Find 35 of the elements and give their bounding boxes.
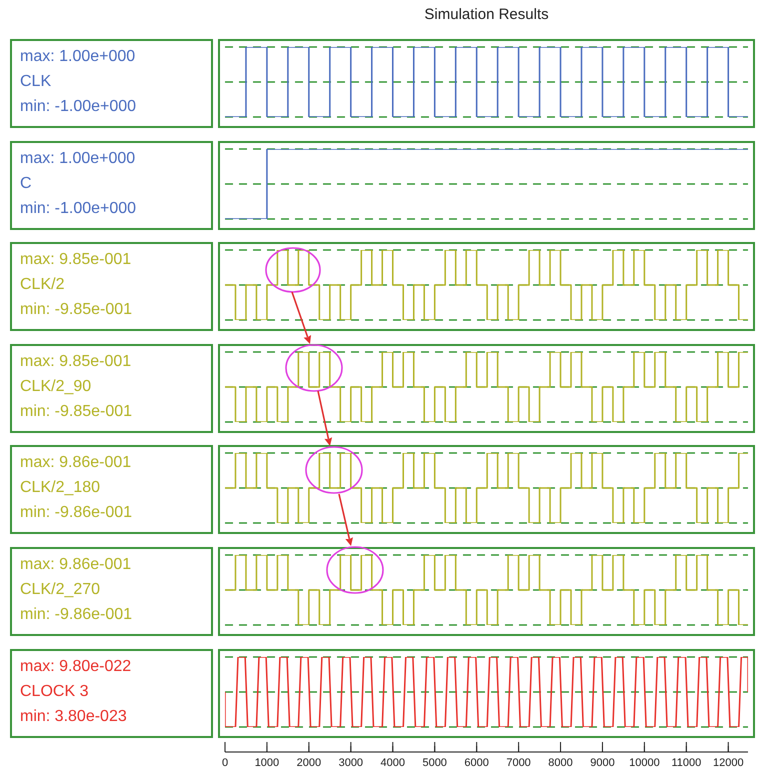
text: CLK — [20, 72, 52, 92]
x-tick-label: 9000 — [590, 756, 615, 769]
text: CLK/2_90 — [20, 376, 92, 397]
x-tick-label: 7000 — [506, 756, 531, 769]
text: max: 1.00e+000 — [20, 47, 136, 67]
text: CLK/2 — [20, 275, 66, 296]
x-tick-label: 4000 — [380, 756, 406, 769]
x-tick-label: 0 — [222, 756, 228, 769]
text: CLK/2_270 — [20, 580, 102, 600]
text: C — [20, 174, 33, 194]
text: CLOCK 3 — [20, 682, 90, 702]
text: max: 9.80e-022 — [20, 656, 132, 677]
x-tick-label: 12000 — [712, 756, 744, 769]
text: max: 9.85e-001 — [20, 250, 132, 270]
x-tick-label: 10000 — [629, 756, 660, 769]
text: max: 1.00e+000 — [20, 148, 136, 169]
text: min: 3.80e-023 — [20, 706, 128, 727]
text: min: -9.85e-001 — [20, 402, 134, 422]
x-tick-label: 3000 — [338, 756, 364, 769]
x-tick-label: 8000 — [548, 756, 573, 769]
x-tick-label: 1000 — [254, 756, 280, 769]
chart-title: Simulation Results — [423, 6, 550, 23]
text: max: 9.86e-001 — [20, 453, 132, 474]
text: max: 9.85e-001 — [20, 352, 132, 372]
x-tick-label: 5000 — [422, 756, 447, 769]
text: min: -9.86e-001 — [20, 503, 134, 524]
text: min: -9.85e-001 — [20, 300, 134, 320]
text: min: -1.00e+000 — [20, 97, 138, 117]
text: min: -1.00e+000 — [20, 198, 138, 219]
x-tick-label: 6000 — [464, 756, 489, 769]
x-tick-label: 2000 — [296, 756, 322, 769]
x-tick-label: 11000 — [671, 756, 702, 769]
text: max: 9.86e-001 — [20, 555, 132, 575]
text: CLK/2_180 — [20, 478, 102, 498]
text: min: -9.86e-001 — [20, 605, 134, 625]
